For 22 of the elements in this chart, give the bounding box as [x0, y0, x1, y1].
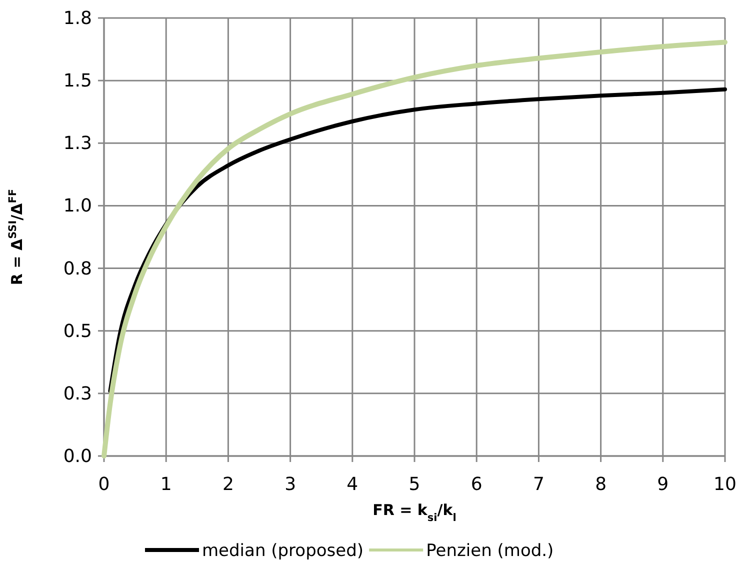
y-tick-label: 1.5 [63, 70, 92, 92]
y-tick-label: 0.5 [63, 320, 92, 342]
legend-label: Penzien (mod.) [426, 541, 554, 561]
x-tick-label: 2 [222, 474, 234, 495]
legend-label: median (proposed) [202, 541, 364, 561]
y-tick-label: 0.3 [63, 383, 92, 404]
x-tick-label: 10 [714, 474, 736, 495]
x-tick-label: 4 [346, 474, 358, 495]
x-tick-label: 7 [532, 474, 544, 495]
x-tick-label: 3 [284, 474, 296, 495]
x-tick-label: 8 [595, 474, 607, 495]
y-tick-label: 0.0 [63, 446, 92, 467]
x-axis-title: FR = k$_{si}$/k$_{l}$ [372, 501, 456, 524]
x-tick-label: 0 [98, 474, 110, 495]
x-tick-label: 9 [657, 474, 669, 495]
y-tick-label: 0.8 [63, 258, 92, 280]
x-tick-label: 1 [160, 474, 172, 495]
y-tick-label: 1.3 [63, 133, 92, 154]
x-tick-label: 6 [470, 474, 482, 495]
x-tick-label: 5 [408, 474, 420, 495]
y-tick-label: 1.8 [63, 8, 92, 29]
y-tick-label: 1.0 [63, 196, 92, 217]
